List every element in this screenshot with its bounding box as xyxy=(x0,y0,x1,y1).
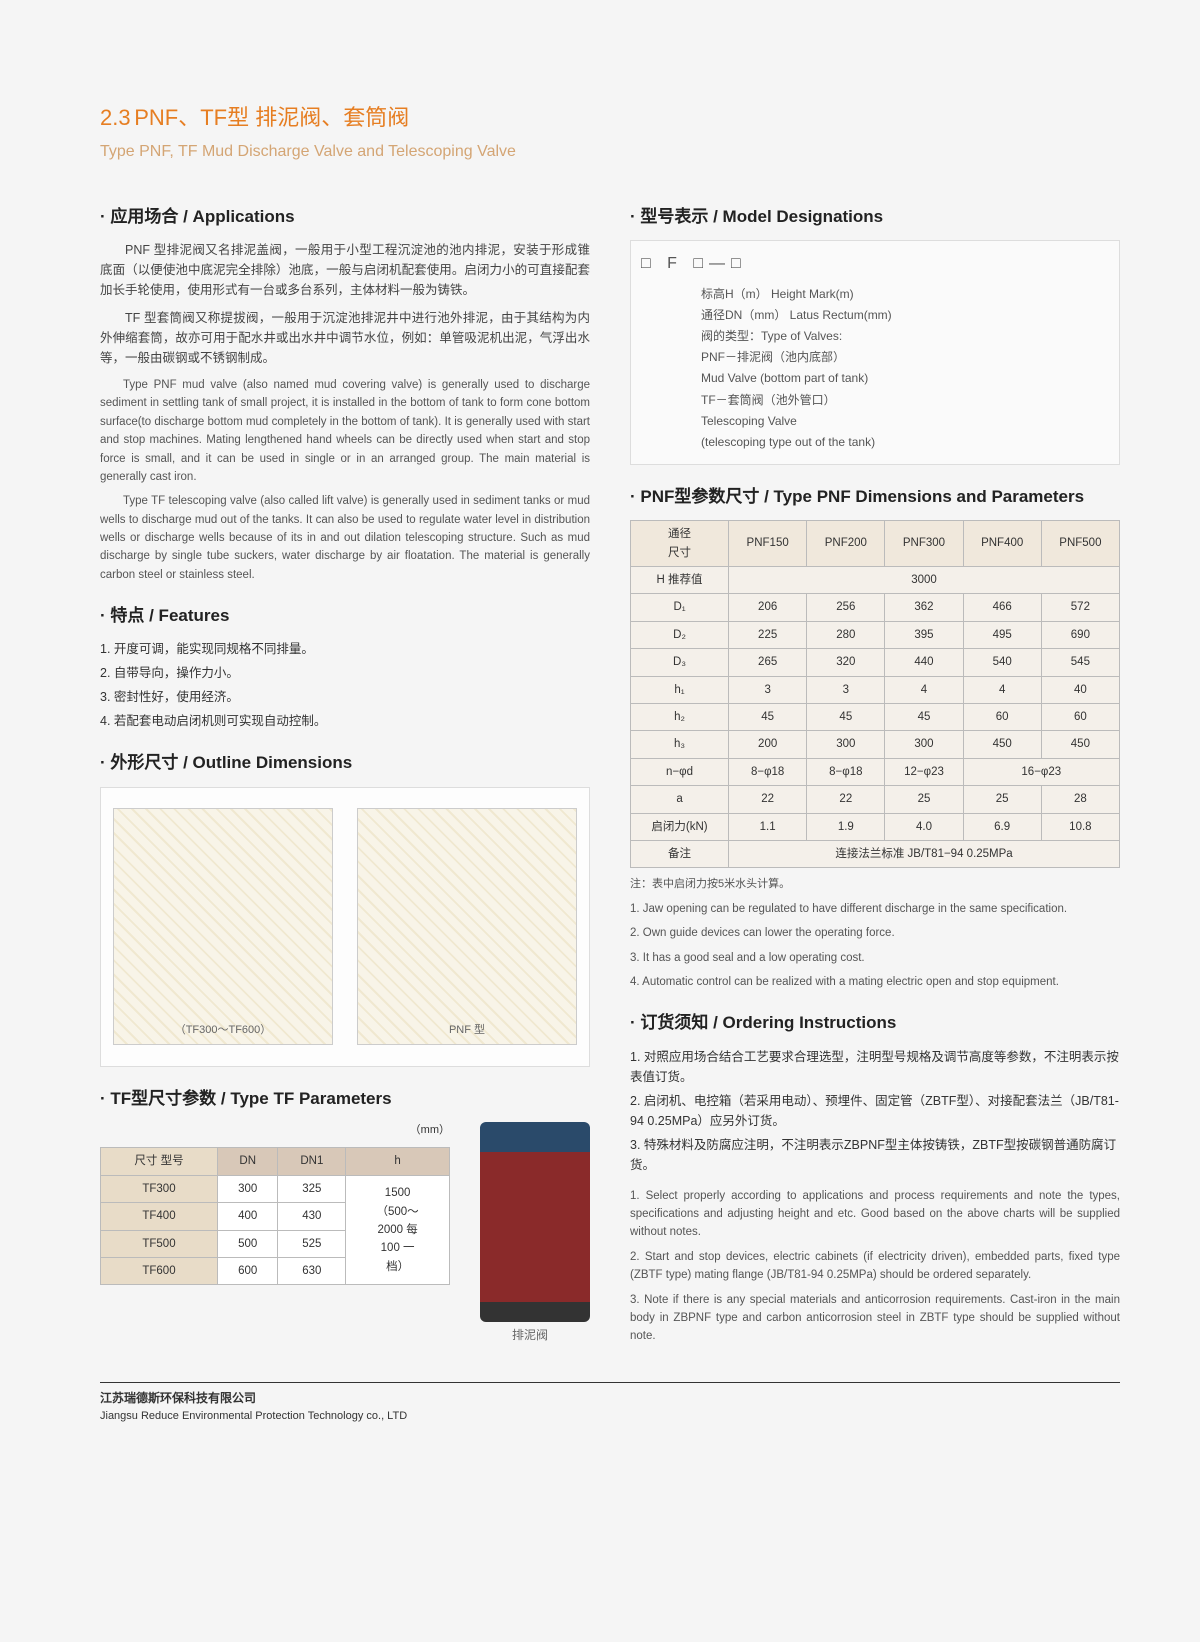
note-1: 1. Jaw opening can be regulated to have … xyxy=(630,900,1120,918)
model-heading: 型号表示 / Model Designations xyxy=(630,203,1120,230)
tf-diagram: （TF300～TF600） xyxy=(113,808,333,1044)
model-box: □ F □—□ xyxy=(641,251,1109,277)
order-en-2: 2. Start and stop devices, electric cabi… xyxy=(630,1248,1120,1285)
feature-3: 3. 密封性好，使用经济。 xyxy=(100,687,590,707)
footer: 江苏瑞德斯环保科技有限公司 Jiangsu Reduce Environment… xyxy=(100,1382,1120,1426)
feature-1: 1. 开度可调，能实现同规格不同排量。 xyxy=(100,639,590,659)
tf-section: （mm） 尺寸 型号 DN DN1 h TF3003003251500 （500… xyxy=(100,1122,590,1345)
section-title-en: Type PNF, TF Mud Discharge Valve and Tel… xyxy=(100,139,1120,165)
feature-2: 2. 自带导向，操作力小。 xyxy=(100,663,590,683)
tf-h0: 尺寸 型号 xyxy=(101,1148,218,1175)
pnf-params-heading: PNF型参数尺寸 / Type PNF Dimensions and Param… xyxy=(630,483,1120,510)
note-4: 4. Automatic control can be realized wit… xyxy=(630,973,1120,991)
order-en-1: 1. Select properly according to applicat… xyxy=(630,1187,1120,1242)
app-p2: TF 型套筒阀又称提拔阀，一般用于沉淀池排泥井中进行池外排泥，由于其结构为内外伸… xyxy=(100,308,590,368)
outline-diagram: （TF300～TF600） PNF 型 xyxy=(100,787,590,1067)
valve-label: 排泥阀 xyxy=(470,1326,590,1345)
left-column: 应用场合 / Applications PNF 型排泥阀又名排泥盖阀，一般用于小… xyxy=(100,185,590,1352)
app-p4: Type TF telescoping valve (also called l… xyxy=(100,492,590,584)
tf-table: 尺寸 型号 DN DN1 h TF3003003251500 （500～ 200… xyxy=(100,1147,450,1285)
outline-heading: 外形尺寸 / Outline Dimensions xyxy=(100,749,590,776)
note-2: 2. Own guide devices can lower the opera… xyxy=(630,924,1120,942)
order-cn-3: 3. 特殊材料及防腐应注明，不注明表示ZBPNF型主体按铸铁，ZBTF型按碳钢普… xyxy=(630,1135,1120,1175)
order-en-3: 3. Note if there is any special material… xyxy=(630,1291,1120,1346)
app-p3: Type PNF mud valve (also named mud cover… xyxy=(100,376,590,486)
applications-heading: 应用场合 / Applications xyxy=(100,203,590,230)
order-cn-1: 1. 对照应用场合结合工艺要求合理选型，注明型号规格及调节高度等参数，不注明表示… xyxy=(630,1047,1120,1087)
content-columns: 应用场合 / Applications PNF 型排泥阀又名排泥盖阀，一般用于小… xyxy=(100,185,1120,1352)
section-number: 2.3 xyxy=(100,105,131,130)
note-header: 注：表中启闭力按5米水头计算。 xyxy=(630,876,1120,894)
page-title: 2.3 PNF、TF型 排泥阀、套筒阀 Type PNF, TF Mud Dis… xyxy=(100,100,1120,165)
tf-h2: DN1 xyxy=(278,1148,346,1175)
right-column: 型号表示 / Model Designations □ F □—□ 标高H（m）… xyxy=(630,185,1120,1352)
tf-h1: DN xyxy=(217,1148,278,1175)
pnf-table: 通径 尺寸 PNF150 PNF200 PNF300 PNF400 PNF500… xyxy=(630,520,1120,868)
feature-4: 4. 若配套电动启闭机则可实现自动控制。 xyxy=(100,711,590,731)
model-diagram: □ F □—□ 标高H（m） Height Mark(m) 通径DN（mm） L… xyxy=(630,240,1120,465)
tf-params-heading: TF型尺寸参数 / Type TF Parameters xyxy=(100,1085,590,1112)
note-3: 3. It has a good seal and a low operatin… xyxy=(630,949,1120,967)
features-heading: 特点 / Features xyxy=(100,602,590,629)
ordering-heading: 订货须知 / Ordering Instructions xyxy=(630,1009,1120,1036)
tf-h3: h xyxy=(346,1148,450,1175)
app-p1: PNF 型排泥阀又名排泥盖阀，一般用于小型工程沉淀池的池内排泥，安装于形成锥底面… xyxy=(100,240,590,300)
valve-image xyxy=(480,1122,590,1322)
section-title-cn: PNF、TF型 排泥阀、套筒阀 xyxy=(134,105,409,130)
pnf-diagram: PNF 型 xyxy=(357,808,577,1044)
tf-unit: （mm） xyxy=(100,1122,450,1140)
valve-image-box: 排泥阀 xyxy=(470,1122,590,1345)
footer-en: Jiangsu Reduce Environmental Protection … xyxy=(100,1408,1120,1426)
order-cn-2: 2. 启闭机、电控箱（若采用电动）、预埋件、固定管（ZBTF型）、对接配套法兰（… xyxy=(630,1091,1120,1131)
footer-cn: 江苏瑞德斯环保科技有限公司 xyxy=(100,1389,1120,1408)
